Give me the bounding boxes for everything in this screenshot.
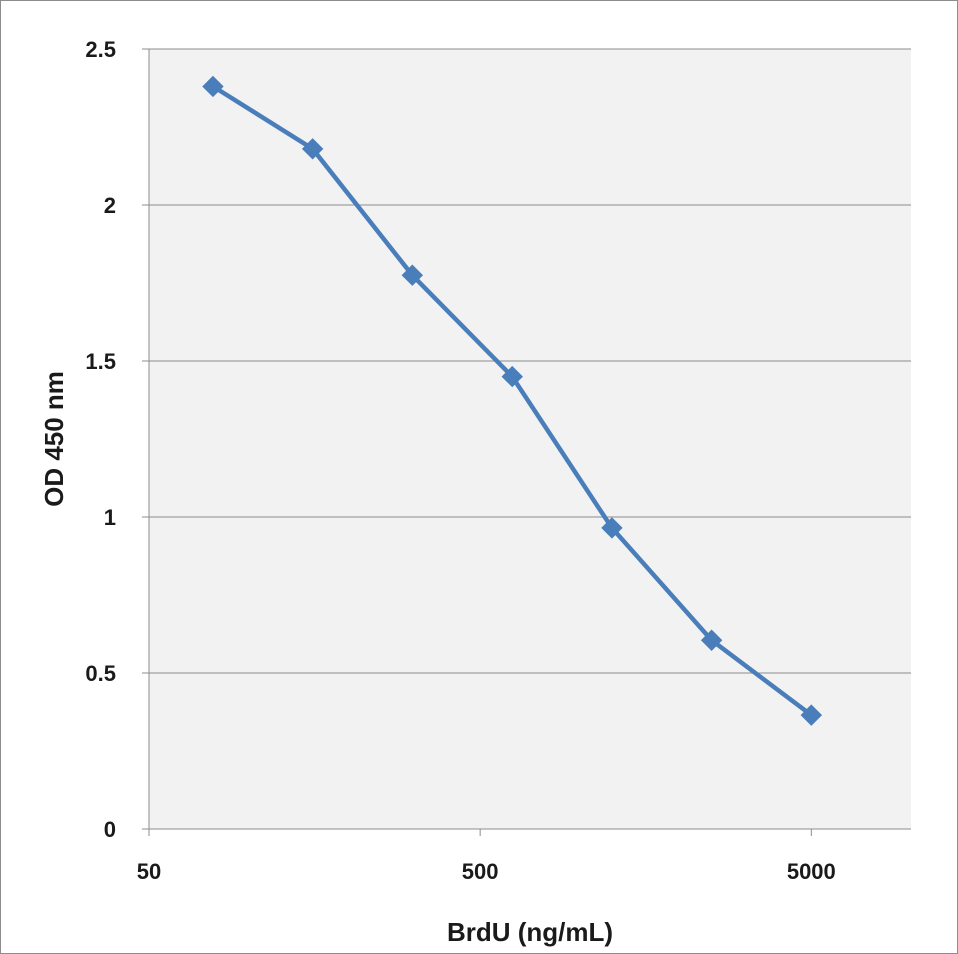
tick-labels: 0 0.5 1 1.5 2 2.5 50 500 5000 (85, 37, 835, 884)
x-tick-label: 5000 (787, 859, 836, 884)
y-tick-label: 0.5 (85, 661, 116, 686)
y-tick-label: 2.5 (85, 37, 116, 62)
data-point-marker (800, 704, 823, 726)
y-tick-label: 2 (104, 193, 116, 218)
x-tick-label: 50 (137, 859, 161, 884)
plot-area (149, 49, 911, 829)
y-tick-label: 1.5 (85, 349, 116, 374)
x-axis-title: BrdU (ng/mL) (447, 917, 613, 947)
data-point-marker (601, 517, 623, 539)
series (202, 75, 823, 726)
data-point-marker (401, 264, 424, 286)
y-axis-title: OD 450 nm (39, 371, 69, 507)
y-tick-label: 0 (104, 817, 116, 842)
data-point-marker (700, 629, 723, 651)
y-tick-label: 1 (104, 505, 116, 530)
x-tick-label: 500 (462, 859, 499, 884)
data-point-marker (501, 365, 523, 388)
axes (142, 48, 911, 836)
gridlines (149, 48, 911, 674)
data-point-marker (202, 75, 224, 98)
data-point-marker (301, 138, 324, 160)
